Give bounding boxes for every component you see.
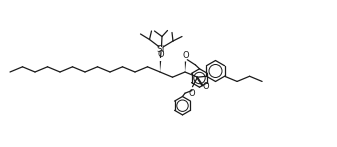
Text: Si: Si — [157, 45, 165, 54]
Text: O: O — [189, 89, 195, 98]
Text: O: O — [157, 50, 164, 59]
Polygon shape — [160, 61, 161, 72]
Polygon shape — [185, 61, 186, 72]
Text: O: O — [183, 51, 189, 60]
Text: O: O — [203, 82, 209, 91]
